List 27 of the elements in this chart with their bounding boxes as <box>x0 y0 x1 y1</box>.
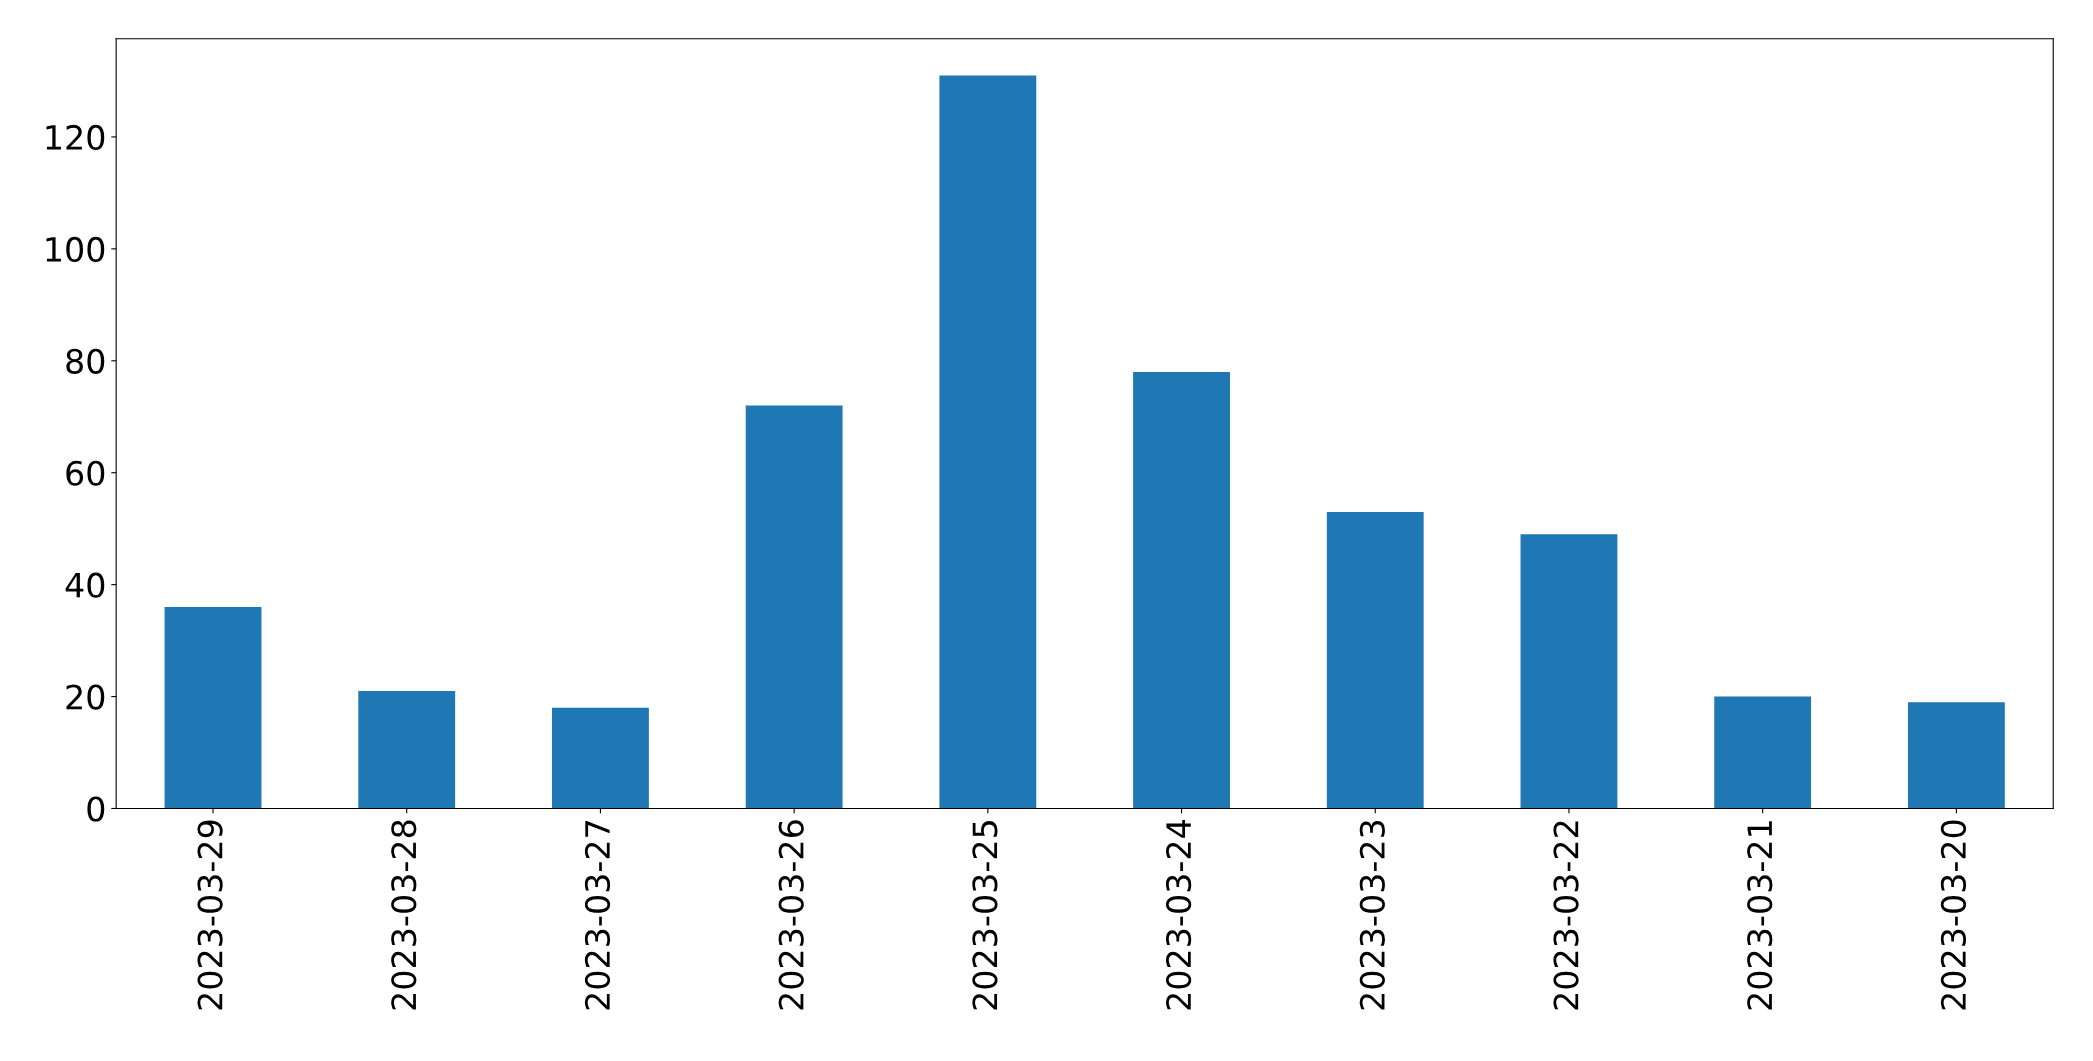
x-tick-label: 2023-03-27 <box>584 821 611 1010</box>
bar <box>1133 371 1230 809</box>
y-tick-label: 40 <box>65 572 105 598</box>
y-tick-label: 60 <box>66 460 105 486</box>
x-tick-label: 2023-03-20 <box>1940 820 1967 1010</box>
x-tick-label: 2023-03-23 <box>1359 820 1385 1010</box>
x-tick-label: 2023-03-22 <box>1553 821 1579 1010</box>
bar <box>745 405 843 809</box>
bar <box>164 607 262 809</box>
bar <box>939 75 1037 809</box>
x-tick-label: 2023-03-26 <box>778 820 804 1010</box>
bar <box>358 690 456 809</box>
y-tick-label: 100 <box>46 236 105 262</box>
bar <box>1907 702 2005 809</box>
y-tick-label: 80 <box>66 348 105 374</box>
x-tick-label: 2023-03-24 <box>1166 820 1192 1010</box>
x-tick-label: 2023-03-29 <box>197 820 223 1010</box>
y-tick-label: 120 <box>46 124 105 151</box>
bar <box>1520 534 1618 809</box>
bar <box>1714 696 1812 809</box>
x-tick-label: 2023-03-25 <box>972 821 998 1010</box>
y-tick-label: 20 <box>66 684 105 710</box>
x-tick-label: 2023-03-21 <box>1747 821 1773 1010</box>
x-tick-label: 2023-03-28 <box>391 820 417 1010</box>
bar <box>552 707 649 809</box>
y-tick-label: 0 <box>87 796 105 822</box>
bar <box>1326 511 1424 809</box>
